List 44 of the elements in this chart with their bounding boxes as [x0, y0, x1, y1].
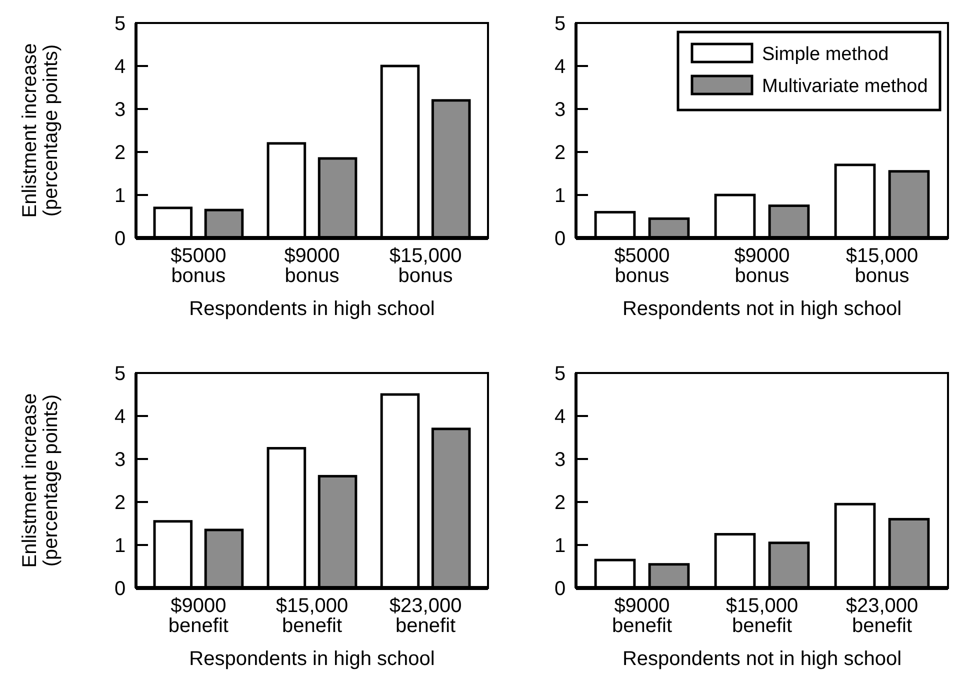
x-tick-label: $15,000 benefit	[726, 595, 798, 637]
y-tick-label: 4	[554, 406, 566, 428]
legend-label: Multivariate method	[762, 76, 928, 97]
x-axis-title: Respondents not in high school	[622, 648, 902, 670]
x-axis-title: Respondents in high school	[189, 648, 435, 670]
y-tick-label: 0	[554, 578, 566, 600]
y-tick-label: 2	[554, 142, 566, 164]
y-tick-label: 2	[114, 492, 126, 514]
y-tick-label: 0	[114, 228, 126, 250]
x-tick-label: $9000 bonus	[284, 245, 340, 287]
x-tick-label: $5000 bonus	[170, 245, 226, 287]
x-tick-label: $9000 benefit	[612, 595, 672, 637]
y-tick-label: 4	[114, 56, 126, 78]
y-tick-label: 4	[114, 406, 126, 428]
y-tick-label: 2	[114, 142, 126, 164]
x-tick-label: $9000 benefit	[168, 595, 229, 637]
x-tick-label: $15,000 bonus	[389, 245, 462, 287]
y-tick-label: 1	[114, 185, 126, 207]
y-tick-label: 3	[114, 99, 126, 121]
y-tick-label: 1	[554, 535, 566, 557]
y-tick-label: 2	[554, 492, 566, 514]
y-tick-label: 0	[114, 578, 126, 600]
x-tick-label: $15,000 benefit	[276, 595, 348, 637]
x-tick-label: $23,000 benefit	[846, 595, 918, 637]
x-tick-label: $5000 bonus	[614, 245, 670, 287]
x-tick-label: $15,000 bonus	[846, 245, 918, 287]
y-tick-label: 3	[554, 449, 566, 471]
x-tick-label: $23,000 benefit	[389, 595, 462, 637]
y-tick-label: 3	[554, 99, 566, 121]
y-tick-label: 5	[114, 13, 126, 35]
x-axis-title: Respondents not in high school	[622, 298, 902, 320]
y-tick-label: 4	[554, 56, 566, 78]
y-tick-label: 5	[554, 363, 566, 385]
x-axis-title: Respondents in high school	[189, 298, 435, 320]
y-axis-title: Enlistment increase (percentage points)	[19, 393, 62, 568]
y-tick-label: 0	[554, 228, 566, 250]
y-tick-label: 1	[114, 535, 126, 557]
y-tick-label: 5	[114, 363, 126, 385]
y-tick-label: 5	[554, 13, 566, 35]
y-tick-label: 3	[114, 449, 126, 471]
y-axis-title: Enlistment increase (percentage points)	[19, 43, 62, 218]
legend-label: Simple method	[762, 44, 889, 65]
y-tick-label: 1	[554, 185, 566, 207]
x-tick-label: $9000 bonus	[734, 245, 790, 287]
